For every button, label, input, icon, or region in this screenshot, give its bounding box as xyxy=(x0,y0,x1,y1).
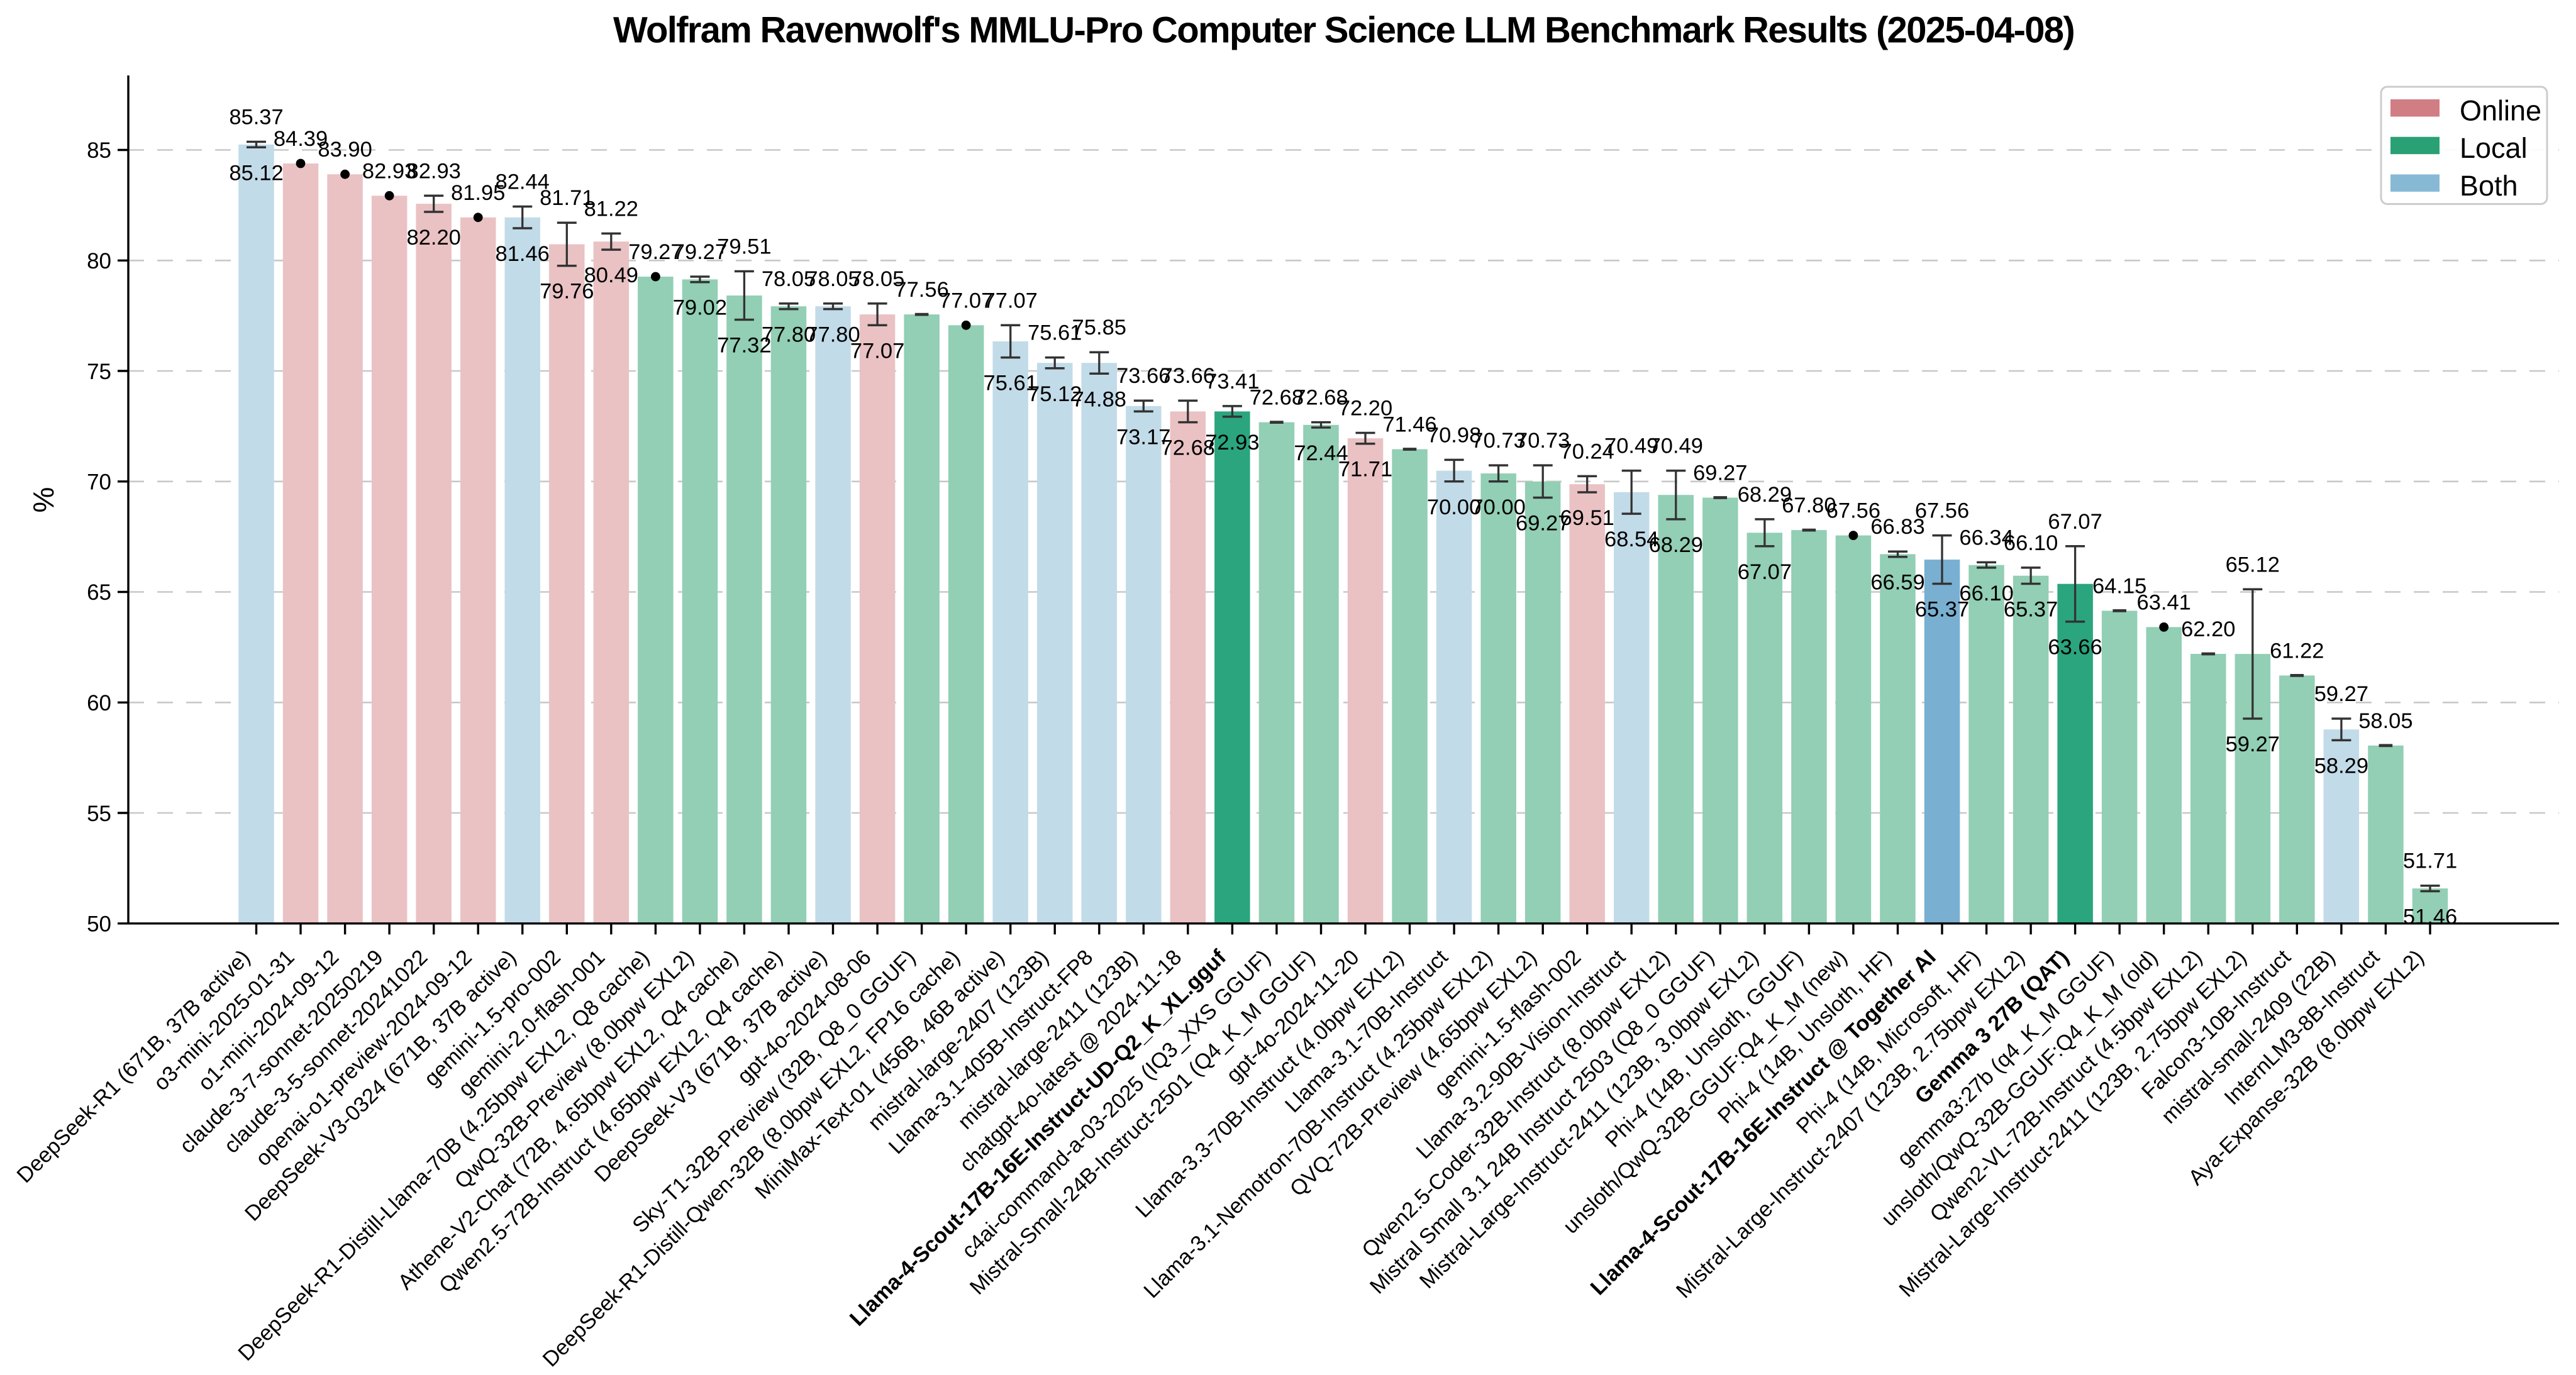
svg-text:50: 50 xyxy=(87,912,111,937)
svg-text:84.39: 84.39 xyxy=(274,127,328,151)
svg-text:80.49: 80.49 xyxy=(584,263,638,287)
svg-text:73.66: 73.66 xyxy=(1161,364,1215,388)
svg-text:66.34: 66.34 xyxy=(1959,526,2013,549)
svg-text:70: 70 xyxy=(87,470,111,495)
svg-text:58.29: 58.29 xyxy=(2314,754,2368,778)
svg-text:78.05: 78.05 xyxy=(850,267,904,291)
svg-text:62.20: 62.20 xyxy=(2181,617,2235,641)
svg-text:68.54: 68.54 xyxy=(1604,527,1658,551)
svg-text:77.32: 77.32 xyxy=(717,334,771,358)
svg-text:77.07: 77.07 xyxy=(984,289,1038,312)
svg-text:82.20: 82.20 xyxy=(407,226,461,250)
svg-text:72.44: 72.44 xyxy=(1294,441,1348,465)
svg-text:77.56: 77.56 xyxy=(894,278,948,302)
svg-text:59.27: 59.27 xyxy=(2226,732,2280,756)
svg-text:65.37: 65.37 xyxy=(2004,598,2058,622)
svg-text:85: 85 xyxy=(87,138,111,163)
svg-text:70.00: 70.00 xyxy=(1471,495,1525,519)
svg-text:79.27: 79.27 xyxy=(673,240,727,264)
svg-text:55: 55 xyxy=(87,802,111,826)
svg-text:79.51: 79.51 xyxy=(717,235,771,259)
svg-text:82.44: 82.44 xyxy=(496,170,550,194)
svg-text:63.66: 63.66 xyxy=(2048,636,2102,660)
svg-text:60: 60 xyxy=(87,691,111,715)
svg-text:70.49: 70.49 xyxy=(1649,434,1703,458)
svg-text:67.56: 67.56 xyxy=(1915,499,1969,523)
svg-text:75.61: 75.61 xyxy=(1028,321,1082,345)
svg-text:59.27: 59.27 xyxy=(2314,682,2368,706)
svg-text:73.41: 73.41 xyxy=(1205,370,1259,394)
svg-text:72.20: 72.20 xyxy=(1338,397,1392,421)
svg-text:70.73: 70.73 xyxy=(1471,429,1525,453)
svg-text:68.29: 68.29 xyxy=(1738,483,1792,507)
svg-text:67.56: 67.56 xyxy=(1826,499,1880,523)
svg-text:79.76: 79.76 xyxy=(540,280,594,304)
svg-text:66.10: 66.10 xyxy=(1959,582,2013,605)
svg-text:81.22: 81.22 xyxy=(584,197,638,221)
svg-text:51.71: 51.71 xyxy=(2403,849,2457,873)
svg-text:72.68: 72.68 xyxy=(1294,386,1348,410)
svg-text:71.71: 71.71 xyxy=(1338,458,1392,482)
svg-text:Local: Local xyxy=(2460,132,2528,164)
svg-text:83.90: 83.90 xyxy=(318,138,372,162)
svg-text:75: 75 xyxy=(87,360,111,384)
svg-text:66.10: 66.10 xyxy=(2004,531,2058,555)
svg-text:67.80: 67.80 xyxy=(1782,494,1836,517)
svg-text:77.07: 77.07 xyxy=(850,339,904,363)
svg-text:69.27: 69.27 xyxy=(1516,512,1570,536)
svg-text:73.66: 73.66 xyxy=(1116,364,1170,388)
svg-text:67.07: 67.07 xyxy=(2048,510,2102,534)
svg-text:Wolfram Ravenwolf's MMLU-Pro C: Wolfram Ravenwolf's MMLU-Pro Computer Sc… xyxy=(613,10,2074,51)
svg-text:67.07: 67.07 xyxy=(1738,560,1792,584)
svg-text:64.15: 64.15 xyxy=(2092,574,2146,598)
svg-text:70.00: 70.00 xyxy=(1427,495,1481,519)
svg-text:71.46: 71.46 xyxy=(1382,413,1436,437)
svg-text:75.61: 75.61 xyxy=(984,372,1038,395)
svg-text:70.24: 70.24 xyxy=(1560,439,1614,463)
svg-text:78.05: 78.05 xyxy=(806,267,860,291)
svg-text:65.37: 65.37 xyxy=(1915,598,1969,622)
svg-text:70.49: 70.49 xyxy=(1604,434,1658,458)
svg-text:81.71: 81.71 xyxy=(540,186,594,210)
svg-text:Online: Online xyxy=(2460,95,2541,127)
svg-text:79.02: 79.02 xyxy=(673,296,727,320)
svg-text:82.93: 82.93 xyxy=(407,159,461,183)
svg-text:66.83: 66.83 xyxy=(1870,515,1924,539)
svg-text:75.85: 75.85 xyxy=(1072,316,1126,340)
svg-text:73.17: 73.17 xyxy=(1116,425,1170,449)
svg-text:85.12: 85.12 xyxy=(229,161,283,185)
svg-text:72.68: 72.68 xyxy=(1250,386,1304,410)
svg-text:63.41: 63.41 xyxy=(2137,590,2191,614)
svg-text:78.05: 78.05 xyxy=(762,267,816,291)
svg-text:66.59: 66.59 xyxy=(1870,571,1924,595)
svg-text:82.93: 82.93 xyxy=(362,159,416,183)
svg-text:68.29: 68.29 xyxy=(1649,533,1703,557)
svg-text:80: 80 xyxy=(87,249,111,273)
svg-text:72.93: 72.93 xyxy=(1205,431,1259,455)
svg-text:70.73: 70.73 xyxy=(1516,429,1570,453)
svg-text:81.46: 81.46 xyxy=(496,242,550,266)
svg-text:77.07: 77.07 xyxy=(939,289,993,312)
svg-text:85.37: 85.37 xyxy=(229,106,283,130)
svg-text:65.12: 65.12 xyxy=(2226,553,2280,577)
svg-text:58.05: 58.05 xyxy=(2358,709,2412,733)
svg-text:77.80: 77.80 xyxy=(762,323,816,347)
svg-text:74.88: 74.88 xyxy=(1072,387,1126,411)
svg-text:69.27: 69.27 xyxy=(1693,461,1747,485)
svg-text:%: % xyxy=(27,487,60,513)
svg-text:79.27: 79.27 xyxy=(628,240,682,264)
svg-text:70.98: 70.98 xyxy=(1427,423,1481,447)
svg-text:77.80: 77.80 xyxy=(806,323,860,347)
svg-text:81.95: 81.95 xyxy=(451,181,505,205)
svg-text:Both: Both xyxy=(2460,170,2518,202)
svg-text:69.51: 69.51 xyxy=(1560,506,1614,530)
svg-text:72.68: 72.68 xyxy=(1161,436,1215,460)
svg-text:61.22: 61.22 xyxy=(2270,639,2324,663)
svg-text:65: 65 xyxy=(87,580,111,605)
svg-text:75.12: 75.12 xyxy=(1028,382,1082,406)
